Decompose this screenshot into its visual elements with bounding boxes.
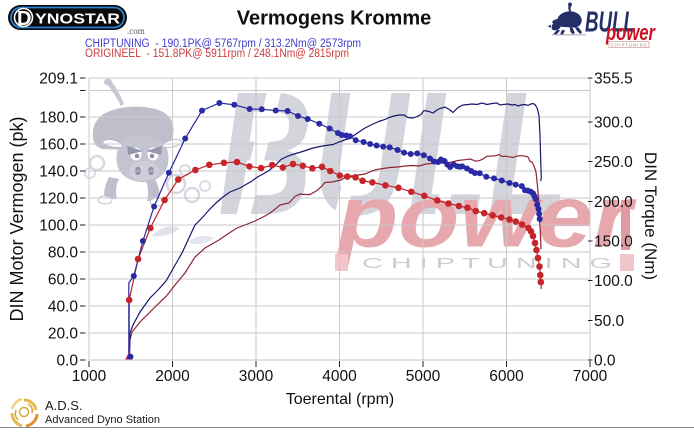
- svg-text:Toerental (rpm): Toerental (rpm): [286, 391, 394, 408]
- svg-text:200.0: 200.0: [594, 194, 633, 211]
- svg-text:180.0: 180.0: [39, 110, 78, 127]
- svg-text:7000: 7000: [573, 368, 608, 385]
- svg-text:2000: 2000: [155, 368, 190, 385]
- svg-text:ORIGINEEL - 151.8PK@ 5911rpm: ORIGINEEL - 151.8PK@ 5911rpm / 248.1Nm@ …: [85, 48, 349, 60]
- svg-text:5000: 5000: [406, 368, 441, 385]
- svg-text:CHIPTUNING - 190.1PK@ 5767rpm: CHIPTUNING - 190.1PK@ 5767rpm / 313.2Nm@…: [85, 38, 361, 50]
- svg-text:209.1: 209.1: [39, 71, 78, 88]
- svg-text:3000: 3000: [239, 368, 274, 385]
- svg-text:250.0: 250.0: [594, 154, 633, 171]
- svg-text:40.0: 40.0: [48, 299, 79, 316]
- svg-text:6000: 6000: [489, 368, 524, 385]
- svg-text:power: power: [335, 167, 638, 266]
- svg-text:150.0: 150.0: [594, 234, 633, 251]
- svg-text:YNOSTAR: YNOSTAR: [35, 12, 121, 28]
- svg-text:140.0: 140.0: [39, 164, 78, 181]
- svg-text:1000: 1000: [72, 368, 107, 385]
- svg-text:D: D: [17, 8, 31, 30]
- svg-text:DIN Torque (Nm): DIN Torque (Nm): [641, 152, 660, 280]
- svg-text:C H I P T U N I N G: C H I P T U N I N G: [362, 256, 612, 272]
- svg-text:4000: 4000: [322, 368, 357, 385]
- svg-text:A.D.S.: A.D.S.: [45, 398, 83, 413]
- svg-text:50.0: 50.0: [594, 313, 625, 330]
- svg-text:355.5: 355.5: [594, 71, 633, 88]
- svg-text:100.0: 100.0: [594, 273, 633, 290]
- svg-text:80.0: 80.0: [48, 245, 79, 262]
- svg-text:Vermogens Kromme: Vermogens Kromme: [237, 8, 432, 30]
- svg-text:BULL: BULL: [585, 7, 635, 39]
- svg-text:120.0: 120.0: [39, 191, 78, 208]
- svg-text:0.0: 0.0: [56, 353, 78, 370]
- svg-text:300.0: 300.0: [594, 115, 633, 132]
- svg-text:Advanced Dyno Station: Advanced Dyno Station: [45, 414, 160, 426]
- svg-text:60.0: 60.0: [48, 272, 79, 289]
- svg-text:DIN Motor Vermogen (pk): DIN Motor Vermogen (pk): [7, 116, 27, 321]
- svg-text:0.0: 0.0: [594, 353, 616, 370]
- svg-text:160.0: 160.0: [39, 137, 78, 154]
- svg-text:100.0: 100.0: [39, 218, 78, 235]
- svg-text:C H I P T U N I N G: C H I P T U N I N G: [611, 43, 647, 49]
- svg-text:.com: .com: [127, 26, 145, 36]
- svg-text:20.0: 20.0: [48, 326, 79, 343]
- svg-text:power: power: [605, 20, 656, 45]
